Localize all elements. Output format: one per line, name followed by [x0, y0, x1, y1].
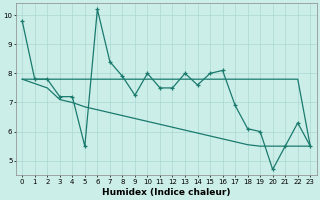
X-axis label: Humidex (Indice chaleur): Humidex (Indice chaleur): [102, 188, 230, 197]
